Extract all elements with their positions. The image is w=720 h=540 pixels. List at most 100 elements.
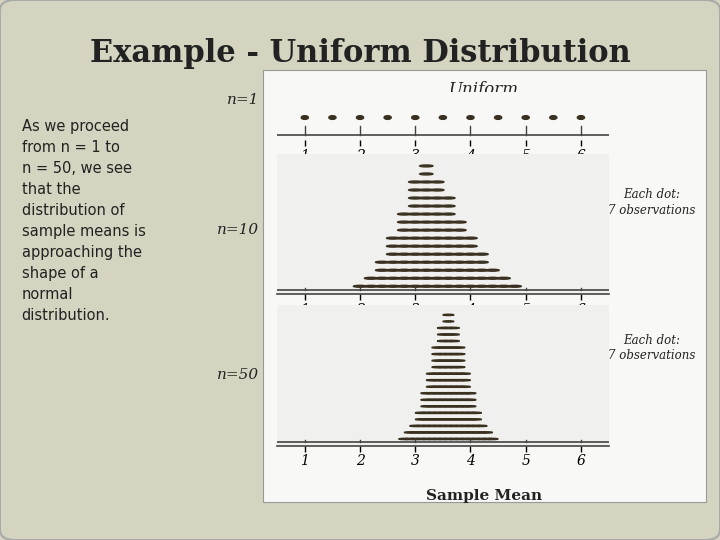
Circle shape (426, 438, 437, 440)
Text: n=50: n=50 (217, 368, 259, 382)
Circle shape (459, 393, 470, 394)
Circle shape (442, 237, 455, 239)
Circle shape (459, 412, 470, 414)
Circle shape (431, 189, 444, 191)
Circle shape (376, 261, 389, 263)
Circle shape (426, 373, 437, 374)
Circle shape (443, 432, 454, 433)
Circle shape (432, 353, 443, 355)
Circle shape (376, 278, 389, 279)
Circle shape (426, 432, 437, 433)
Circle shape (464, 285, 477, 287)
Circle shape (409, 269, 422, 271)
Text: n=10: n=10 (217, 222, 259, 237)
Circle shape (364, 285, 378, 287)
Circle shape (464, 237, 477, 239)
Circle shape (431, 213, 444, 215)
Circle shape (449, 327, 459, 329)
Circle shape (415, 412, 426, 414)
Circle shape (454, 360, 465, 361)
Circle shape (487, 438, 498, 440)
Circle shape (453, 253, 466, 255)
Circle shape (454, 426, 465, 427)
Circle shape (442, 229, 455, 231)
Circle shape (409, 253, 422, 255)
Circle shape (443, 353, 454, 355)
Circle shape (470, 438, 482, 440)
Circle shape (409, 285, 422, 287)
Circle shape (443, 334, 454, 335)
Circle shape (465, 432, 476, 433)
Circle shape (476, 426, 487, 427)
Circle shape (465, 426, 476, 427)
Circle shape (475, 253, 488, 255)
Circle shape (432, 367, 443, 368)
Circle shape (454, 347, 465, 348)
Circle shape (475, 285, 488, 287)
Circle shape (486, 285, 499, 287)
Circle shape (454, 373, 465, 374)
Circle shape (449, 418, 459, 420)
Circle shape (432, 347, 443, 348)
Circle shape (387, 245, 400, 247)
Circle shape (449, 340, 459, 342)
Circle shape (415, 426, 426, 427)
Circle shape (420, 261, 433, 263)
Circle shape (453, 261, 466, 263)
Circle shape (464, 261, 477, 263)
Circle shape (409, 189, 422, 191)
Circle shape (431, 269, 444, 271)
Circle shape (397, 237, 411, 239)
Circle shape (467, 116, 474, 119)
Circle shape (432, 373, 443, 374)
Circle shape (454, 432, 465, 433)
Circle shape (420, 438, 432, 440)
Circle shape (426, 418, 437, 420)
Circle shape (431, 205, 444, 207)
Circle shape (432, 399, 443, 401)
Circle shape (432, 418, 443, 420)
Circle shape (442, 285, 455, 287)
Circle shape (420, 285, 433, 287)
Circle shape (470, 426, 482, 427)
Circle shape (486, 278, 499, 279)
Circle shape (476, 438, 487, 440)
Circle shape (465, 393, 476, 394)
Circle shape (420, 418, 432, 420)
Circle shape (437, 399, 449, 401)
Circle shape (486, 269, 499, 271)
Circle shape (431, 237, 444, 239)
Circle shape (420, 278, 433, 279)
Circle shape (420, 221, 433, 223)
Circle shape (454, 386, 465, 387)
Circle shape (453, 229, 466, 231)
Circle shape (431, 278, 444, 279)
Circle shape (437, 412, 449, 414)
Circle shape (437, 406, 449, 407)
Circle shape (443, 340, 454, 342)
Circle shape (397, 221, 411, 223)
Circle shape (431, 285, 444, 287)
Circle shape (431, 261, 444, 263)
Circle shape (409, 229, 422, 231)
Circle shape (453, 237, 466, 239)
Circle shape (420, 229, 433, 231)
Circle shape (465, 418, 476, 420)
Circle shape (420, 432, 432, 433)
Circle shape (410, 432, 420, 433)
Circle shape (431, 245, 444, 247)
Circle shape (442, 221, 455, 223)
Circle shape (442, 253, 455, 255)
Circle shape (415, 432, 426, 433)
Circle shape (397, 278, 411, 279)
Circle shape (420, 269, 433, 271)
Circle shape (459, 373, 470, 374)
Circle shape (432, 438, 443, 440)
Circle shape (432, 380, 443, 381)
Circle shape (449, 386, 459, 387)
Circle shape (437, 418, 449, 420)
Circle shape (459, 418, 470, 420)
Circle shape (465, 399, 476, 401)
Circle shape (465, 412, 476, 414)
Circle shape (464, 245, 477, 247)
